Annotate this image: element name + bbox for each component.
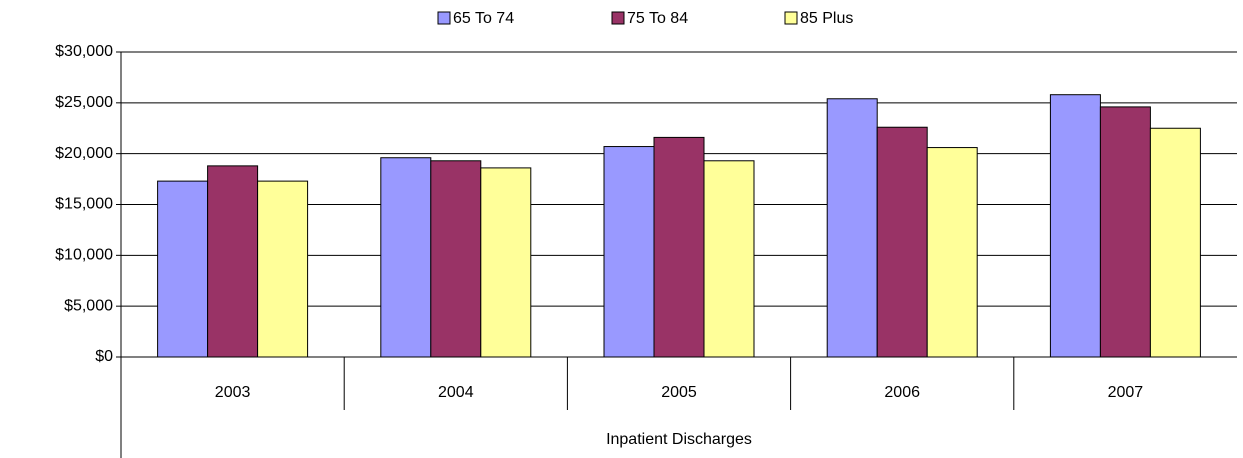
x-axis-label: Inpatient Discharges (606, 431, 752, 448)
y-tick-label: $25,000 (55, 94, 113, 111)
y-tick-label: $10,000 (55, 247, 113, 264)
y-tick-label: $0 (95, 348, 113, 365)
bar (926, 147, 978, 358)
x-tick-label: 2007 (1108, 384, 1144, 401)
legend-swatch (784, 11, 798, 25)
bar (703, 160, 755, 358)
bar (653, 136, 705, 358)
bar (207, 165, 259, 358)
y-tick-label: $20,000 (55, 145, 113, 162)
legend-label: 75 To 84 (627, 10, 688, 27)
x-tick-label: 2004 (438, 384, 474, 401)
legend-swatch (437, 11, 451, 25)
y-tick-label: $5,000 (64, 297, 113, 314)
legend-label: 65 To 74 (453, 10, 514, 27)
bar (380, 157, 432, 358)
legend-label: 85 Plus (800, 10, 853, 27)
legend-swatch (611, 11, 625, 25)
bar (1049, 94, 1101, 358)
bar (157, 180, 209, 358)
y-tick-label: $15,000 (55, 196, 113, 213)
x-tick-label: 2006 (884, 384, 920, 401)
bar (257, 180, 309, 358)
bar (876, 126, 928, 358)
bar (480, 167, 532, 358)
bar (1149, 127, 1201, 358)
bar (826, 98, 878, 358)
bar (430, 160, 482, 358)
x-tick-label: 2005 (661, 384, 697, 401)
y-tick-label: $30,000 (55, 43, 113, 60)
x-tick-label: 2003 (215, 384, 251, 401)
bar (603, 146, 655, 358)
bar (1099, 106, 1151, 358)
